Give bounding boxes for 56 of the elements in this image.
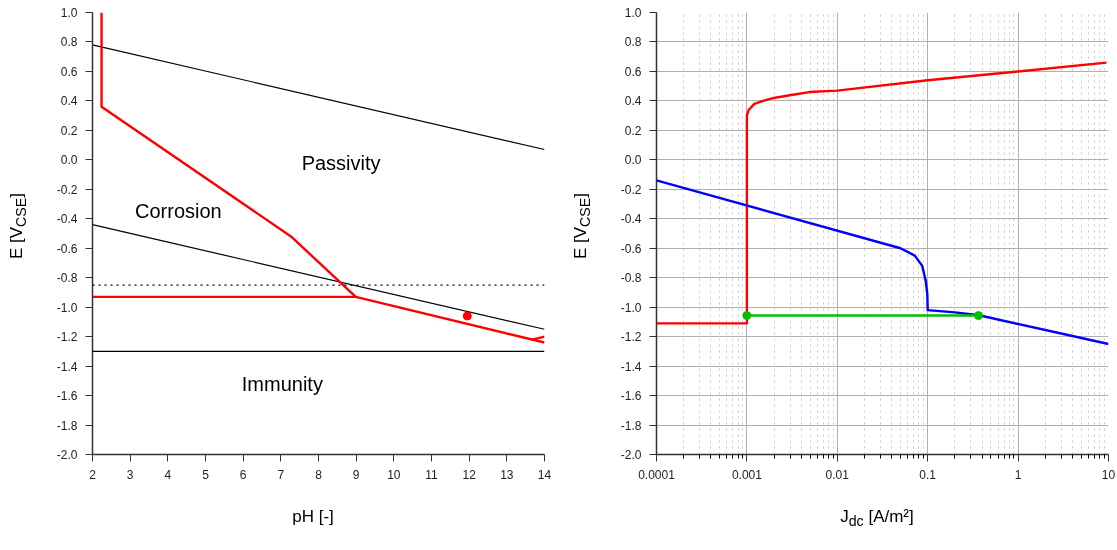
y-tick-label: -1.0: [620, 300, 642, 315]
y-tick-label: -1.2: [56, 330, 78, 345]
y-tick-label: -1.0: [56, 300, 78, 315]
y-tick-label: 0.2: [624, 123, 642, 138]
x-tick-label: 0.0001: [638, 467, 676, 482]
x-tick-label: 4: [164, 467, 172, 482]
y-tick-label: -0.2: [56, 182, 78, 197]
y-tick-label: 0.0: [624, 153, 642, 168]
annotation: Immunity: [241, 372, 323, 395]
x-axis-title: J$_{dc}$ [A/m²]: [839, 506, 915, 532]
y-tick-label: -1.6: [56, 389, 78, 404]
y-tick-label: 0.4: [60, 94, 78, 109]
y-tick-label: 0.0: [60, 153, 78, 168]
annotation: Passivity: [301, 151, 381, 174]
y-tick-label: -1.4: [620, 359, 642, 374]
x-tick-label: 2: [89, 467, 97, 482]
y-tick-label: 0.2: [60, 123, 78, 138]
x-tick-label: 0.01: [825, 467, 850, 482]
x-tick-label: 7: [277, 467, 285, 482]
y-tick-label: 0.8: [624, 35, 642, 50]
y-tick-label: 0.6: [60, 64, 78, 79]
x-tick-label: 12: [462, 467, 477, 482]
y-tick-label: -1.8: [620, 418, 642, 433]
y-tick-label: -0.4: [620, 212, 642, 227]
y-tick-label: -2.0: [620, 448, 642, 462]
y-tick-label: 1.0: [624, 6, 642, 20]
x-tick-label: 10: [387, 467, 401, 482]
y-tick-label: -0.8: [56, 271, 78, 286]
y-tick-label: 1.0: [60, 6, 78, 20]
annotation: Corrosion: [135, 200, 222, 223]
x-tick-label: 0.001: [731, 467, 763, 482]
y-tick-label: -2.0: [56, 448, 78, 462]
y-tick-label: -1.8: [56, 418, 78, 433]
y-tick-label: 0.8: [60, 35, 78, 50]
y-tick-label: -1.6: [620, 389, 642, 404]
x-tick-label: 11: [425, 467, 439, 482]
y-tick-label: -1.2: [620, 330, 642, 345]
x-tick-label: 3: [126, 467, 134, 482]
x-tick-label: 9: [352, 467, 360, 482]
y-tick-label: -0.2: [620, 182, 642, 197]
x-tick-label: 6: [239, 467, 247, 482]
y-tick-label: -0.8: [620, 271, 642, 286]
x-tick-label: 0.1: [919, 467, 937, 482]
x-tick-label: 13: [500, 467, 514, 482]
y-tick-label: 0.6: [624, 64, 642, 79]
x-tick-label: 14: [537, 467, 552, 482]
x-tick-label: 10: [1101, 467, 1116, 482]
y-tick-label: -1.4: [56, 359, 78, 374]
y-tick-label: -0.4: [56, 212, 78, 227]
y-tick-label: 0.4: [624, 94, 642, 109]
y-tick-label: -0.6: [56, 241, 78, 256]
y-tick-label: -0.6: [620, 241, 642, 256]
x-tick-label: 8: [315, 467, 323, 482]
x-tick-label: 5: [202, 467, 210, 482]
x-axis-title: pH [-]: [291, 506, 335, 528]
x-tick-label: 1: [1014, 467, 1022, 482]
